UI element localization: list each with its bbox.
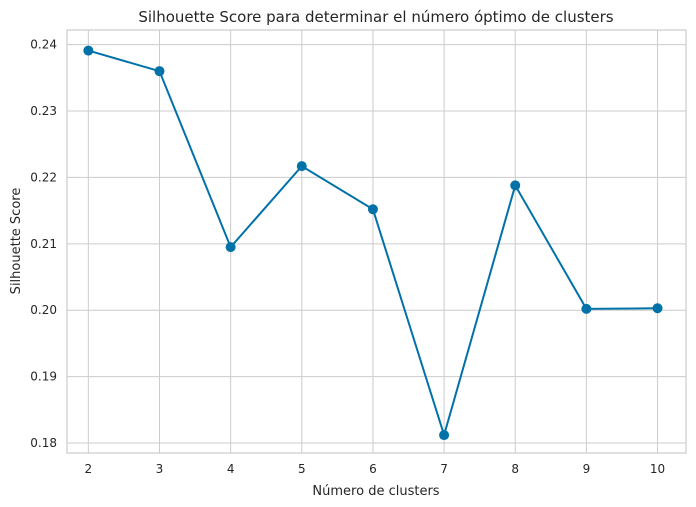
data-point: [83, 45, 94, 56]
data-point: [367, 204, 378, 215]
data-point: [154, 66, 165, 77]
data-point: [296, 161, 307, 172]
y-tick-label: 0.20: [30, 303, 57, 317]
x-tick-label: 3: [156, 462, 164, 476]
y-axis-label: Silhouette Score: [9, 188, 24, 295]
data-point: [510, 180, 521, 191]
y-tick-labels: 0.18 0.19 0.20 0.21 0.22 0.23 0.24: [30, 38, 57, 450]
x-tick-label: 10: [650, 462, 665, 476]
x-tick-label: 6: [369, 462, 377, 476]
y-tick-label: 0.18: [30, 436, 57, 450]
x-tick-label: 5: [298, 462, 306, 476]
y-tick-label: 0.24: [30, 38, 57, 52]
y-tick-label: 0.22: [30, 170, 57, 184]
data-point: [225, 242, 236, 253]
series-layer: [83, 45, 663, 441]
grid-lines: [67, 30, 686, 453]
plot-frame: [66, 29, 687, 454]
x-tick-labels: 2 3 4 5 6 7 8 9 10: [85, 462, 666, 476]
x-tick-label: 2: [85, 462, 93, 476]
y-tick-label: 0.19: [30, 370, 57, 384]
chart-title: Silhouette Score para determinar el núme…: [138, 8, 613, 26]
x-tick-label: 4: [227, 462, 235, 476]
data-point: [581, 303, 592, 314]
x-tick-label: 9: [583, 462, 591, 476]
x-axis-label: Número de clusters: [312, 484, 439, 499]
x-tick-label: 8: [511, 462, 519, 476]
y-tick-label: 0.23: [30, 104, 57, 118]
data-point: [652, 303, 663, 314]
x-tick-label: 7: [440, 462, 448, 476]
data-point: [439, 430, 450, 441]
y-tick-label: 0.21: [30, 237, 57, 251]
